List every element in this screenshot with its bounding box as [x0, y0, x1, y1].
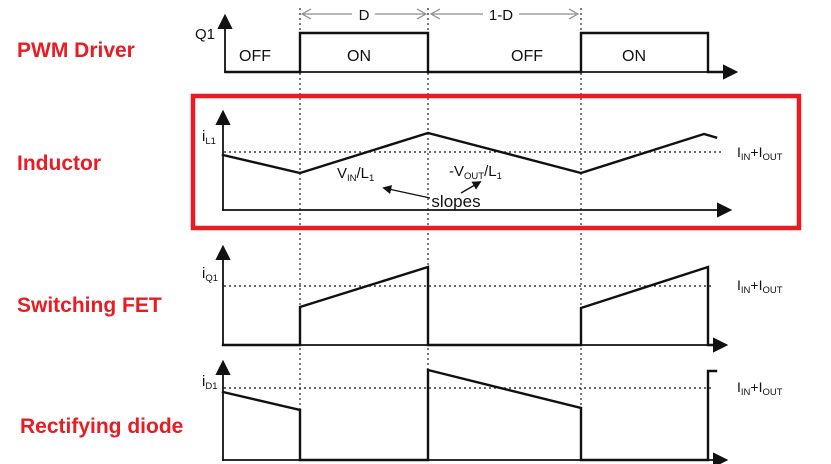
pwm-on1-label: ON [347, 48, 371, 65]
pwm-off1-label: OFF [239, 48, 271, 65]
diode-current-waveform [221, 368, 718, 462]
diode-axis-label: iD1 [202, 373, 218, 392]
duty-1d-label: 1-D [489, 7, 513, 24]
vout-slope-label: -VOUT/L1 [449, 163, 502, 182]
slopes-arrow-to-vout-icon [460, 181, 482, 194]
fet-axis-label: iQ1 [202, 265, 218, 284]
diode-row: Rectifying diode iD1 IIN+IOUT [20, 359, 783, 464]
pwm-waveform [224, 31, 726, 74]
vin-slope-label: VIN/L1 [337, 165, 374, 184]
inductor-current-waveform [221, 131, 718, 175]
row-title-diode: Rectifying diode [20, 415, 183, 438]
inductor-avg-label: IIN+IOUT [737, 144, 783, 163]
pwm-axis-label: Q1 [195, 26, 215, 43]
duty-d-label: D [359, 7, 370, 24]
pwm-row: PWM Driver D 1-D Q1 OFF ON OFF ON [17, 5, 739, 80]
pwm-on2-label: ON [622, 48, 646, 65]
fet-current-waveform [221, 265, 720, 347]
duty-d-label-bg [352, 5, 375, 22]
inductor-row: Inductor iL1 VIN/L1 -VOUT/L1 slopes IIN+… [17, 93, 802, 231]
inductor-axis-label: iL1 [202, 128, 216, 147]
fet-row: Switching FET iQ1 IIN+IOUT [17, 244, 783, 353]
slopes-caption: slopes [431, 192, 480, 211]
duty-1d-left-arrowhead-icon [429, 8, 441, 20]
slopes-arrow-to-vin-icon [382, 185, 431, 199]
diode-avg-label: IIN+IOUT [737, 379, 783, 398]
row-title-inductor: Inductor [17, 152, 101, 175]
duty-d-left-arrowhead-icon [300, 8, 312, 20]
row-title-fet: Switching FET [17, 294, 162, 317]
duty-d-right-arrowhead-icon [416, 8, 428, 20]
row-title-pwm: PWM Driver [17, 39, 135, 62]
duty-1d-right-arrowhead-icon [568, 8, 580, 20]
pwm-off2-label: OFF [511, 48, 543, 65]
duty-1d-label-bg [483, 5, 519, 22]
inductor-highlight-box [190, 93, 802, 231]
fet-avg-label: IIN+IOUT [737, 277, 783, 296]
